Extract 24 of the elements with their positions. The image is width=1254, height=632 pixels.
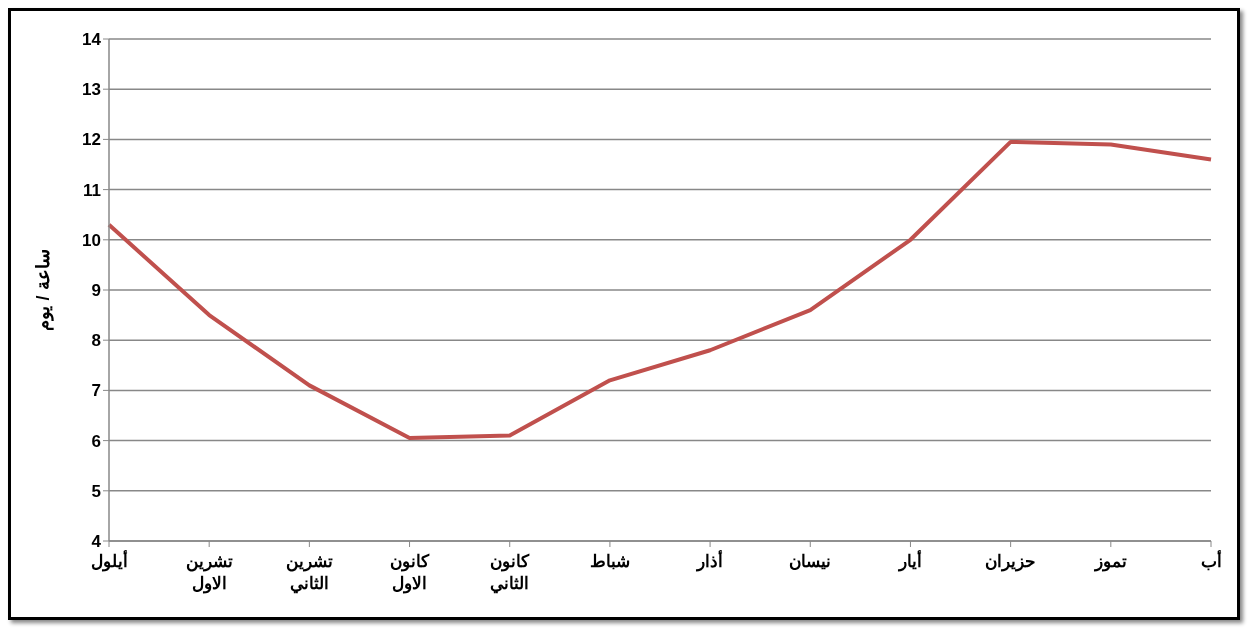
y-tick-label: 9 xyxy=(91,281,101,301)
x-tick-label: شباط xyxy=(589,552,630,571)
y-tick-label: 4 xyxy=(91,532,102,552)
y-tick-label: 8 xyxy=(91,331,101,351)
x-tick-label: أب xyxy=(1200,549,1222,571)
x-tick-label: تموز xyxy=(1092,552,1127,572)
y-tick-label: 12 xyxy=(82,130,101,150)
x-tick-label: حزيران xyxy=(985,552,1037,572)
x-tick-label: تشرين الاول xyxy=(185,552,233,594)
y-tick-label: 11 xyxy=(83,180,101,200)
y-tick-label: 5 xyxy=(91,481,101,501)
y-tick-label: 13 xyxy=(82,80,101,100)
y-tick-label: 14 xyxy=(82,30,102,50)
x-tick-label: أيار xyxy=(896,549,922,572)
y-axis-title: ساعة / يوم xyxy=(33,249,55,331)
x-tick-label: كانون الثاني xyxy=(490,552,531,594)
x-tick-label: كانون الاول xyxy=(390,552,431,594)
y-tick-label: 6 xyxy=(91,431,101,451)
x-tick-label: تشرين الثاني xyxy=(285,552,333,594)
x-tick-label: أيلول xyxy=(90,552,128,571)
x-tick-label: أذار xyxy=(695,549,724,572)
y-tick-label: 7 xyxy=(91,381,101,401)
y-tick-label: 10 xyxy=(82,230,101,250)
x-tick-label: نيسان xyxy=(789,552,832,571)
